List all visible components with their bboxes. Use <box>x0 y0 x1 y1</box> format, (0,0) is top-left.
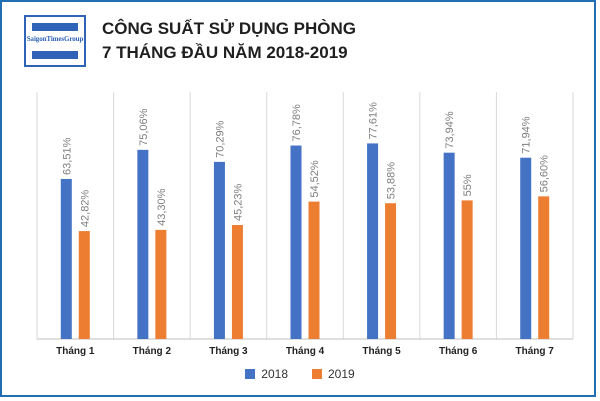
x-tick-label: Tháng 1 <box>56 346 95 357</box>
bar-2019-7 <box>538 196 550 339</box>
bar-2018-6 <box>443 152 455 339</box>
logo-bar-bottom <box>32 51 78 59</box>
data-label-2019-4: 54,52% <box>309 160 321 198</box>
logo-text: SaigonTimesGroup <box>26 35 84 43</box>
legend-item-2019: 2019 <box>312 367 355 381</box>
chart-legend: 2018 2019 <box>0 367 600 381</box>
bar-2019-5 <box>385 203 397 339</box>
bar-2018-4 <box>290 145 302 339</box>
legend-label-2019: 2019 <box>328 367 355 381</box>
bar-2018-5 <box>367 143 379 339</box>
saigon-times-group-logo: SaigonTimesGroup <box>24 15 86 67</box>
data-label-2019-7: 56,60% <box>539 155 551 193</box>
bar-2019-6 <box>461 200 473 339</box>
bar-2019-2 <box>155 229 167 339</box>
x-tick-label: Tháng 4 <box>286 346 325 357</box>
data-label-2018-2: 75,06% <box>138 108 150 146</box>
bar-2018-3 <box>213 161 225 339</box>
data-label-2018-6: 73,94% <box>444 111 456 149</box>
data-label-2019-2: 43,30% <box>156 188 168 226</box>
legend-label-2018: 2018 <box>261 367 288 381</box>
bar-2019-1 <box>78 231 90 339</box>
x-tick-label: Tháng 6 <box>439 346 478 357</box>
bar-2018-2 <box>137 149 149 339</box>
data-label-2018-1: 63,51% <box>61 137 73 175</box>
chart-title-line-2: 7 THÁNG ĐẦU NĂM 2018-2019 <box>102 43 348 62</box>
legend-item-2018: 2018 <box>245 367 288 381</box>
data-label-2018-3: 70,29% <box>214 120 226 158</box>
chart-title: CÔNG SUẤT SỬ DỤNG PHÒNG 7 THÁNG ĐẦU NĂM … <box>102 17 356 65</box>
x-tick-label: Tháng 7 <box>516 346 555 357</box>
legend-swatch-2018 <box>245 369 256 379</box>
logo-bar-top <box>32 23 78 31</box>
chart-title-line-1: CÔNG SUẤT SỬ DỤNG PHÒNG <box>102 19 357 38</box>
data-label-2019-3: 45,23% <box>232 183 244 221</box>
x-tick-label: Tháng 2 <box>133 346 172 357</box>
bar-2018-1 <box>60 178 72 339</box>
data-label-2018-7: 71,94% <box>521 116 533 154</box>
data-label-2019-6: 55% <box>462 174 474 196</box>
bar-2019-3 <box>231 225 243 339</box>
data-label-2018-4: 76,78% <box>291 104 303 142</box>
legend-swatch-2019 <box>312 369 322 379</box>
data-label-2018-5: 77,61% <box>368 102 380 140</box>
x-tick-label: Tháng 5 <box>362 346 401 357</box>
data-label-2019-5: 53,88% <box>386 162 398 200</box>
data-label-2019-1: 42,82% <box>79 190 91 228</box>
x-tick-label: Tháng 3 <box>209 346 248 357</box>
bar-2018-7 <box>520 157 532 339</box>
bar-2019-4 <box>308 201 320 339</box>
